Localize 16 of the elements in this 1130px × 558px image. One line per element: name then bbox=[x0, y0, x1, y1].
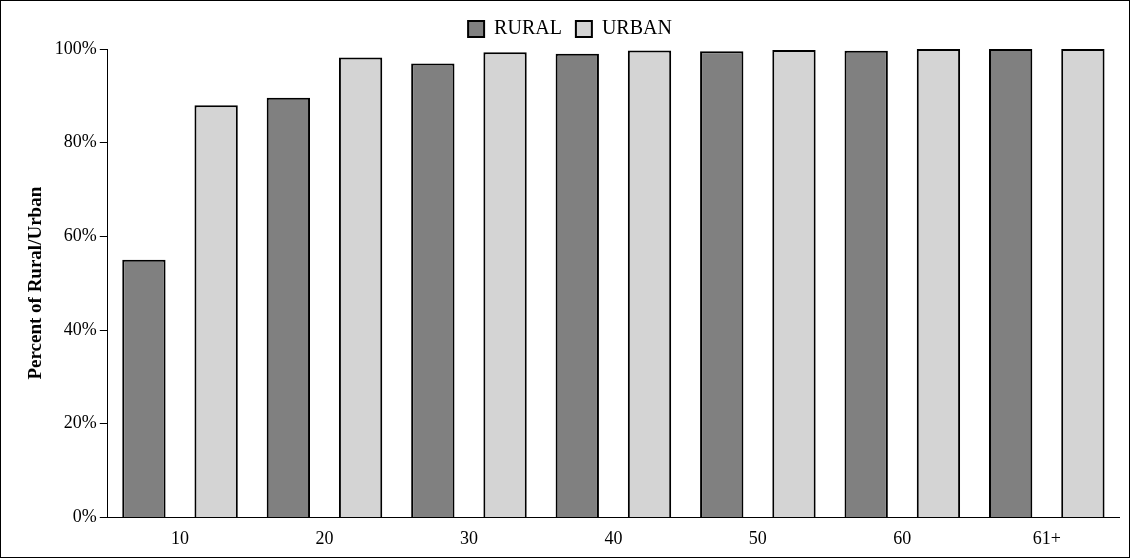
x-tick-label: 10 bbox=[171, 527, 190, 548]
x-tick-label: 61+ bbox=[1032, 527, 1061, 548]
legend-label: URBAN bbox=[601, 16, 672, 39]
x-tick-label: 20 bbox=[315, 527, 334, 548]
y-tick-label: 60% bbox=[63, 225, 97, 246]
x-tick-label: 50 bbox=[748, 527, 767, 548]
y-axis-title: Percent of Rural/Urban bbox=[24, 186, 46, 380]
y-tick-label: 80% bbox=[63, 131, 97, 152]
y-tick-label: 0% bbox=[72, 506, 97, 527]
x-tick-label: 40 bbox=[604, 527, 623, 548]
x-tick-label: 30 bbox=[459, 527, 478, 548]
y-tick-label: 40% bbox=[63, 318, 97, 339]
legend-label: RURAL bbox=[494, 16, 562, 39]
x-tick-label: 60 bbox=[893, 527, 912, 548]
y-tick-label: 20% bbox=[63, 412, 97, 433]
y-tick-label: 100% bbox=[54, 37, 97, 58]
